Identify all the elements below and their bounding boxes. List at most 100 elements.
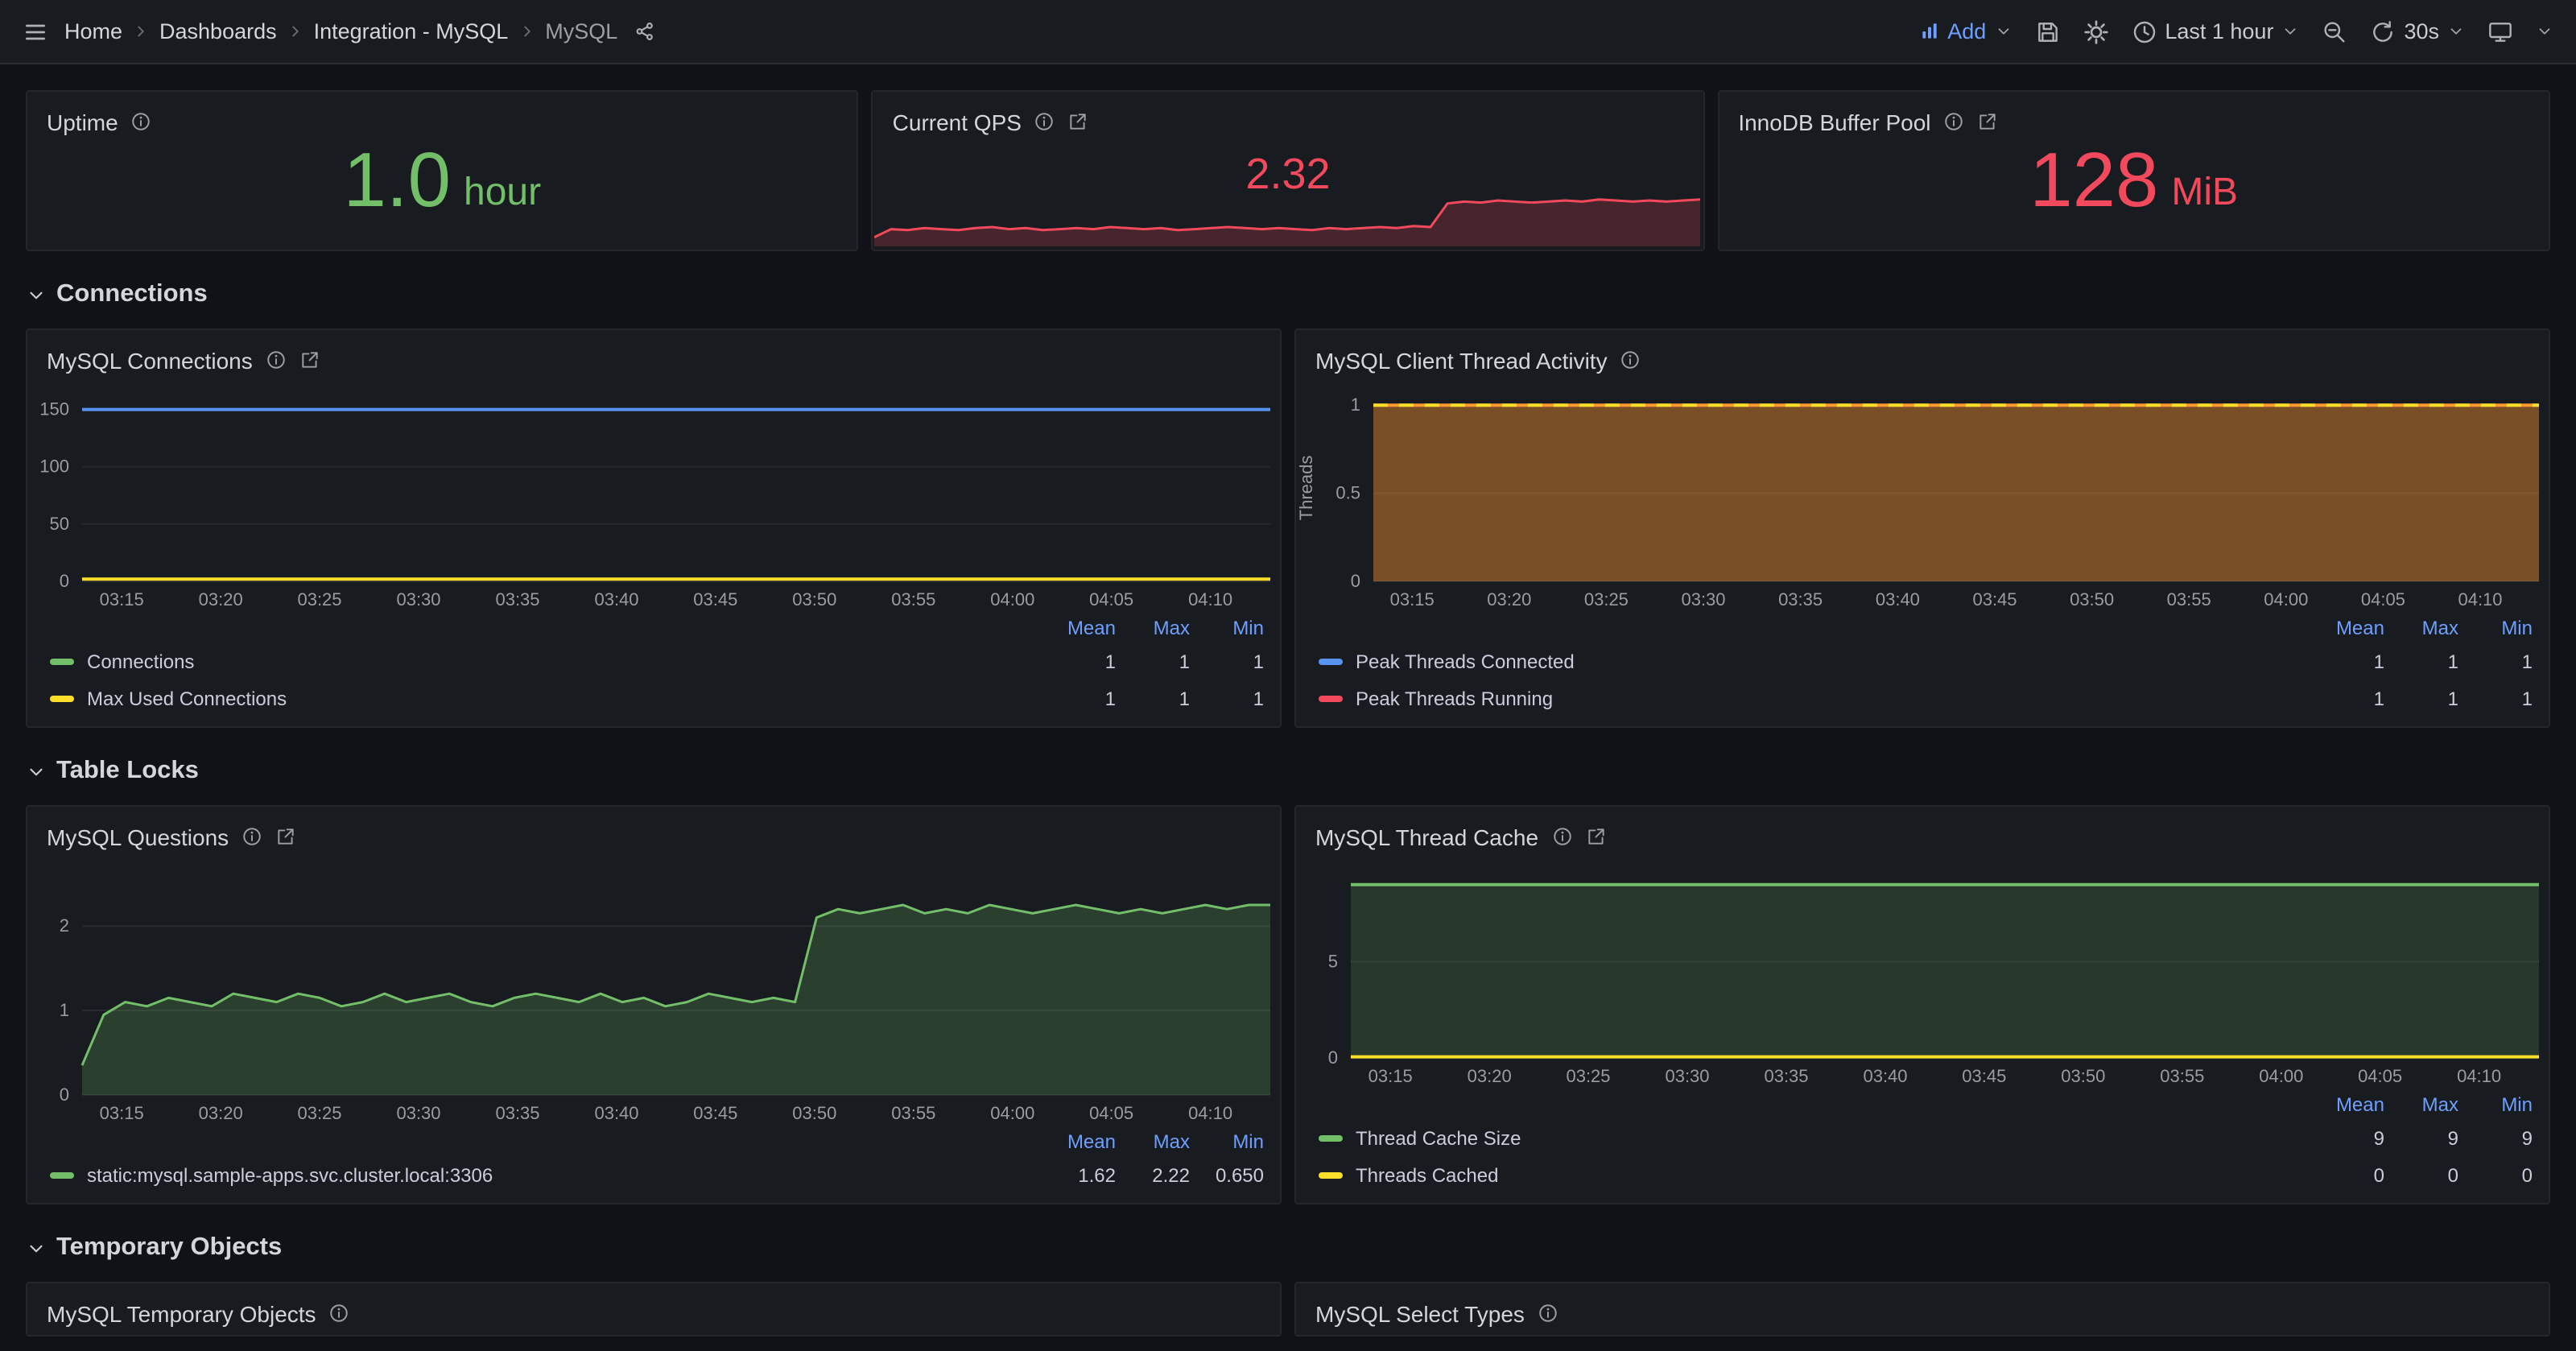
chevron-down-icon [2447,23,2465,40]
series-min: 1 [1253,650,1264,672]
legend-item[interactable]: Threads Cached 0 0 0 [1319,1156,2533,1193]
section-temporary-objects[interactable]: Temporary Objects [26,1227,2550,1269]
dashboard-content: Uptime 1.0 hour Current QPS 2.32 [0,64,2576,1351]
legend-item[interactable]: static:mysql.sample-apps.svc.cluster.loc… [50,1156,1264,1193]
series-color-swatch [1319,1171,1343,1178]
svg-text:03:50: 03:50 [792,589,836,609]
legend-col-min[interactable]: Min [1232,617,1264,639]
panel-title[interactable]: InnoDB Buffer Pool [1738,109,1931,134]
legend-col-mean[interactable]: Mean [2335,1093,2384,1116]
external-link-icon[interactable] [299,349,320,370]
zoom-out-button[interactable] [2322,19,2347,44]
chevron-down-icon [2281,23,2299,40]
panel-title[interactable]: MySQL Questions [47,824,229,849]
svg-text:0.5: 0.5 [1335,483,1360,503]
info-icon[interactable] [1620,349,1641,370]
panel-title[interactable]: MySQL Select Types [1315,1300,1525,1326]
svg-text:0: 0 [1351,571,1360,591]
legend-item[interactable]: Connections 1 1 1 [50,642,1264,680]
menu-icon[interactable] [23,19,48,44]
time-range-picker[interactable]: Last 1 hour [2131,19,2299,44]
legend-col-mean[interactable]: Mean [2335,617,2384,639]
add-button[interactable]: Add [1918,19,2012,43]
svg-text:03:45: 03:45 [693,589,737,609]
svg-text:03:15: 03:15 [1368,1066,1413,1086]
legend-col-mean[interactable]: Mean [1067,617,1116,639]
save-dashboard-button[interactable] [2034,19,2060,44]
legend-item[interactable]: Peak Threads Running 1 1 1 [1319,680,2533,717]
nav-more-dropdown[interactable] [2536,23,2553,40]
share-icon[interactable] [634,21,654,42]
external-link-icon[interactable] [1068,111,1089,132]
svg-text:03:25: 03:25 [297,1103,341,1123]
svg-text:Threads: Threads [1296,456,1316,521]
time-range-label: Last 1 hour [2165,19,2274,43]
questions-chart[interactable]: 0 1 2 03:15 03:20 03:25 03:30 03:35 03:40 03:45 03… [27,858,1280,1127]
series-color-swatch [1319,658,1343,664]
clock-icon [2131,19,2157,44]
legend-item[interactable]: Peak Threads Connected 1 1 1 [1319,642,2533,680]
legend-col-max[interactable]: Max [1153,617,1190,639]
buffer-pool-value: 128 [2029,138,2159,224]
series-label: static:mysql.sample-apps.svc.cluster.loc… [87,1163,493,1186]
panel-title[interactable]: MySQL Temporary Objects [47,1300,316,1326]
legend-item[interactable]: Thread Cache Size 9 9 9 [1319,1119,2533,1156]
info-icon[interactable] [1538,1303,1558,1324]
panel-title[interactable]: Uptime [47,109,118,134]
svg-text:03:30: 03:30 [1665,1066,1709,1086]
stat-row: Uptime 1.0 hour Current QPS 2.32 [26,90,2550,251]
svg-text:03:15: 03:15 [100,1103,144,1123]
breadcrumb-integration-mysql[interactable]: Integration - MySQL [313,19,509,43]
legend-col-mean[interactable]: Mean [1067,1130,1116,1153]
svg-text:03:55: 03:55 [2167,589,2211,609]
svg-text:03:45: 03:45 [1962,1066,2006,1086]
legend-col-min[interactable]: Min [2501,1093,2533,1116]
series-color-swatch [1319,1134,1343,1141]
svg-text:03:15: 03:15 [1390,589,1435,609]
external-link-icon[interactable] [1585,826,1606,847]
panel-title[interactable]: MySQL Connections [47,347,253,373]
info-icon[interactable] [1551,826,1572,847]
info-icon[interactable] [329,1303,350,1324]
panel-title[interactable]: MySQL Thread Cache [1315,824,1539,849]
svg-text:04:05: 04:05 [2361,589,2405,609]
series-color-swatch [50,1171,74,1178]
legend-col-max[interactable]: Max [2421,617,2458,639]
legend-item[interactable]: Max Used Connections 1 1 1 [50,680,1264,717]
buffer-pool-unit: MiB [2171,171,2239,214]
series-label: Peak Threads Running [1356,687,1554,709]
external-link-icon[interactable] [275,826,296,847]
series-label: Max Used Connections [87,687,287,709]
section-table-locks[interactable]: Table Locks [26,750,2550,792]
legend-col-max[interactable]: Max [2421,1093,2458,1116]
breadcrumb-dashboards[interactable]: Dashboards [159,19,277,43]
svg-text:03:25: 03:25 [297,589,341,609]
svg-text:03:55: 03:55 [2160,1066,2204,1086]
svg-text:50: 50 [50,514,69,534]
tv-mode-button[interactable] [2487,19,2513,44]
legend: Mean Max Min Connections 1 1 1 Max Used … [27,614,1280,723]
thread-activity-chart[interactable]: 0 0.5 1 03:15 03:20 03:25 03:30 03:35 03:40 03:45… [1296,382,2549,614]
series-min: 0 [2521,1163,2533,1186]
temporary-objects-row: MySQL Temporary Objects MySQL Select Typ… [26,1282,2550,1337]
legend-col-min[interactable]: Min [2501,617,2533,639]
uptime-value: 1.0 [343,138,451,224]
section-connections[interactable]: Connections [26,274,2550,316]
legend-col-max[interactable]: Max [1153,1130,1190,1153]
connections-chart[interactable]: 0 50 100 150 03:15 03:20 03:25 03:30 03:35 03:40 0… [27,382,1280,614]
series-min: 1 [2521,650,2533,672]
legend-col-min[interactable]: Min [1232,1130,1264,1153]
info-icon[interactable] [266,349,287,370]
svg-text:03:50: 03:50 [792,1103,836,1123]
thread-cache-chart[interactable]: 0 5 03:15 03:20 03:25 03:30 03:35 03:40 03:45 03:… [1296,858,2549,1090]
panel-mysql-temporary-objects: MySQL Temporary Objects [26,1282,1282,1337]
info-icon[interactable] [242,826,262,847]
dashboard-settings-button[interactable] [2083,19,2108,44]
breadcrumb-home[interactable]: Home [64,19,123,43]
info-icon[interactable] [1034,111,1055,132]
refresh-button[interactable]: 30s [2370,19,2465,44]
panel-title[interactable]: MySQL Client Thread Activity [1315,347,1608,373]
chevron-down-icon [26,1237,47,1258]
panel-title[interactable]: Current QPS [892,109,1022,134]
